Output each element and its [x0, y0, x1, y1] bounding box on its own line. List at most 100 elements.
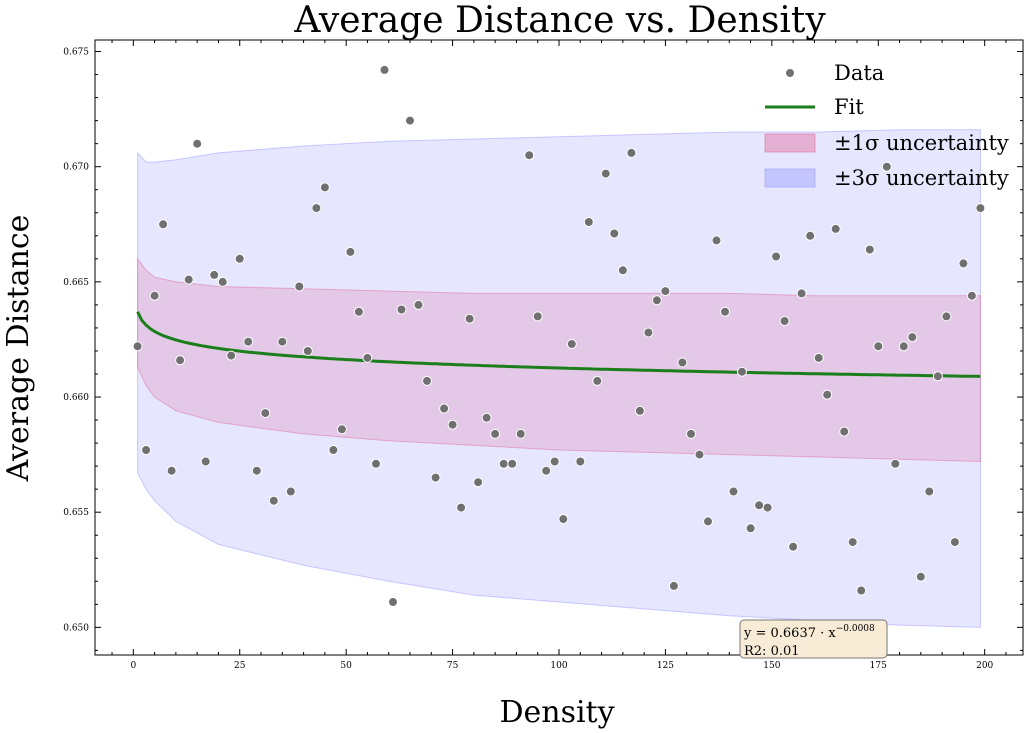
data-point [566, 339, 577, 349]
chart-title: Average Distance vs. Density [293, 0, 826, 41]
data-point [600, 168, 611, 179]
data-points [132, 64, 986, 607]
data-point [737, 366, 747, 377]
x-tick-label: 75 [447, 661, 459, 671]
data-point [481, 412, 492, 423]
x-tick-label: 125 [657, 661, 674, 671]
data-point [532, 311, 543, 322]
data-point [541, 465, 552, 476]
y-tick-label: 0.670 [63, 163, 89, 173]
data-point [405, 115, 415, 126]
data-point [703, 516, 713, 527]
data-point [422, 375, 432, 386]
data-point [141, 445, 152, 455]
data-point [890, 458, 901, 469]
data-point [822, 389, 833, 400]
data-point [847, 537, 858, 548]
x-tick-label: 25 [234, 661, 246, 671]
data-point [745, 523, 756, 534]
data-point [720, 306, 730, 317]
data-point [830, 223, 841, 234]
data-point [498, 458, 509, 469]
y-tick-label: 0.650 [63, 623, 89, 633]
data-point [285, 486, 296, 497]
data-point [762, 502, 773, 513]
y-axis-ticks: 0.650 0.655 0.660 0.665 0.670 0.675 [63, 48, 1023, 651]
data-point [149, 290, 160, 301]
legend-label-band1: ±1σ uncertainty [834, 131, 1009, 155]
x-tick-label: 175 [870, 661, 887, 671]
data-point [217, 276, 228, 287]
x-tick-label: 50 [340, 661, 352, 671]
data-point [209, 269, 220, 280]
data-point [311, 203, 322, 214]
data-point [975, 203, 986, 214]
data-point [558, 514, 569, 525]
data-point [873, 341, 884, 352]
data-point [413, 299, 424, 310]
data-point [234, 253, 245, 264]
data-point [609, 228, 620, 239]
data-point [277, 336, 288, 347]
fit-layer [136, 311, 981, 378]
data-point [430, 472, 441, 483]
data-point [813, 352, 824, 363]
y-axis-title: Average Distance [1, 215, 36, 483]
data-point [456, 502, 467, 513]
data-point [251, 465, 262, 476]
y-tick-label: 0.655 [63, 508, 89, 518]
x-tick-label: 150 [763, 661, 780, 671]
data-point [336, 424, 347, 435]
data-point [932, 371, 943, 382]
data-point [881, 161, 892, 172]
data-point [175, 355, 186, 366]
data-point [294, 281, 305, 292]
data-point [396, 304, 407, 315]
x-axis-title: Density [499, 695, 614, 730]
data-point [183, 274, 194, 285]
data-point [694, 449, 705, 460]
data-point [617, 265, 628, 276]
data-point [226, 350, 237, 361]
x-tick-label: 200 [976, 661, 993, 671]
data-point [754, 500, 765, 511]
legend-label-band3: ±3σ uncertainty [834, 166, 1009, 190]
legend-marker-band3 [764, 168, 816, 188]
data-point [839, 426, 850, 437]
data-point [353, 306, 364, 317]
data-point [464, 313, 475, 324]
data-point [166, 465, 177, 476]
y-tick-label: 0.660 [63, 393, 89, 403]
data-point [507, 458, 518, 469]
data-point [515, 428, 526, 439]
data-point [583, 217, 594, 227]
annotation-equation-exponent: −0.0008 [836, 624, 875, 634]
x-tick-label: 100 [550, 661, 567, 671]
data-point [328, 445, 339, 455]
data-point [941, 311, 952, 322]
data-point [643, 327, 654, 338]
data-point [243, 336, 254, 347]
data-point [779, 316, 790, 326]
data-point [711, 235, 722, 246]
data-point [915, 571, 926, 582]
data-point [651, 295, 662, 306]
annotation-box [739, 619, 888, 659]
data-point [856, 585, 867, 596]
annotation-r2: R2: 0.01 [744, 644, 800, 659]
data-point [490, 428, 501, 439]
data-point [575, 456, 586, 467]
annotation-equation-base: y = 0.6637 · x [743, 626, 836, 641]
fit-annotation: y = 0.6637 · x−0.0008 R2: 0.01 [739, 619, 888, 659]
legend-marker-band1 [764, 133, 816, 153]
data-point [200, 456, 211, 467]
legend-label-data: Data [834, 61, 884, 85]
data-point [549, 456, 560, 467]
data-point [660, 286, 671, 297]
data-point [949, 537, 960, 548]
legend-marker-data [785, 68, 795, 78]
data-point [788, 541, 799, 552]
data-point [268, 495, 279, 506]
data-point [302, 346, 313, 356]
